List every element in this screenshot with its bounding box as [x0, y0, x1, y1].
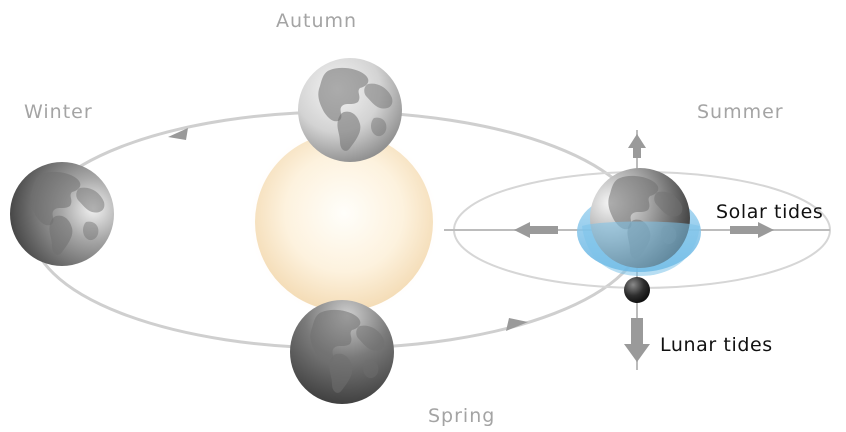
moon-icon [624, 277, 650, 303]
lunar-tide-arrow-down-icon [624, 318, 650, 362]
season-label-winter: Winter [24, 101, 93, 123]
orbit-arrow-top-icon [168, 128, 188, 140]
earth-winter-icon [10, 162, 114, 266]
lunar-tide-arrow-up-icon [628, 134, 646, 158]
tidal-water-overlay [582, 221, 700, 276]
earth-autumn-icon [298, 58, 402, 162]
solar-tides-label: Solar tides [716, 201, 823, 223]
season-label-autumn: Autumn [276, 10, 357, 32]
lunar-tides-label: Lunar tides [660, 334, 773, 356]
sun-icon [248, 126, 440, 318]
solar-tide-arrow-left-icon [514, 222, 558, 238]
season-label-spring: Spring [428, 405, 495, 427]
solar-tide-arrow-right-icon [730, 222, 774, 238]
orbit-arrow-bottom-icon [506, 318, 528, 331]
season-label-summer: Summer [697, 101, 784, 123]
earth-spring-icon [290, 300, 394, 404]
